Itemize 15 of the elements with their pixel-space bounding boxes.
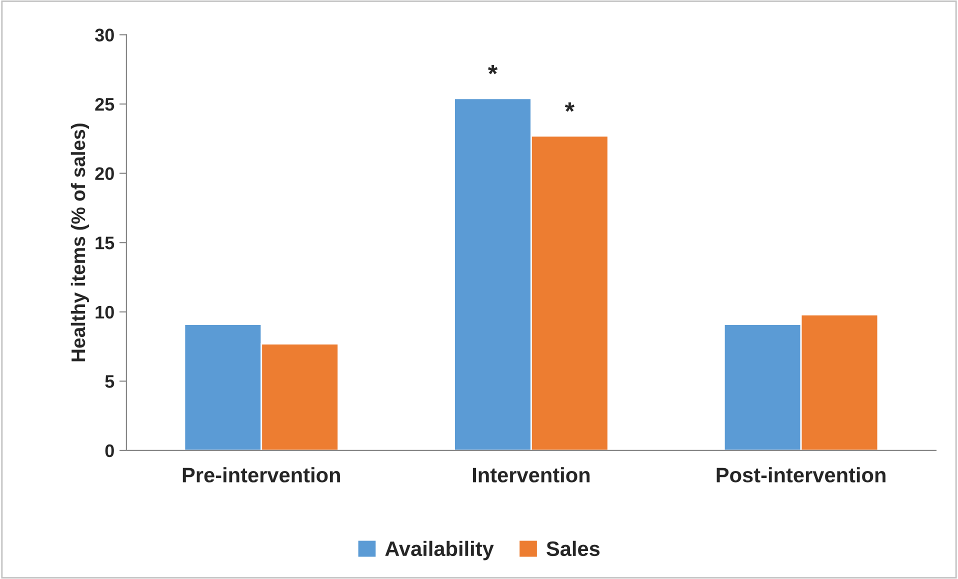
y-tick-label: 30 bbox=[94, 28, 114, 42]
x-tick-label: Pre-intervention bbox=[182, 467, 340, 482]
y-tick-label: 25 bbox=[95, 98, 114, 111]
y-tick-label: 0 bbox=[105, 444, 114, 458]
y-axis-title: Healthy items (% of sales) bbox=[70, 124, 90, 362]
legend-label: Sales bbox=[546, 540, 600, 556]
annotation: * bbox=[564, 102, 574, 112]
y-tick-label: 5 bbox=[105, 375, 114, 388]
x-tick-label: Post-intervention bbox=[716, 467, 886, 482]
y-tick-label: 10 bbox=[96, 306, 114, 319]
x-tick-label: Intervention bbox=[473, 467, 590, 482]
y-tick-label: 15 bbox=[96, 236, 114, 250]
annotation: * bbox=[488, 64, 498, 74]
legend-label: Availability bbox=[385, 540, 494, 560]
y-tick-label: 20 bbox=[95, 167, 114, 180]
